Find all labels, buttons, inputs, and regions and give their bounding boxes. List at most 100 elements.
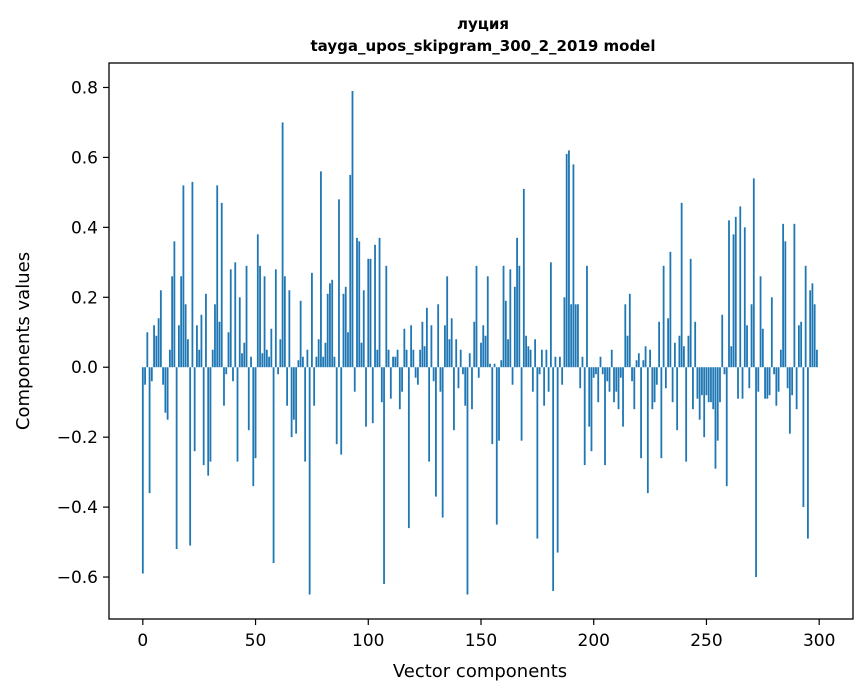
bar-166 bbox=[516, 237, 518, 368]
bar-131 bbox=[437, 304, 440, 368]
bar-266 bbox=[741, 367, 744, 399]
bar-278 bbox=[768, 367, 771, 396]
plot-frame bbox=[108, 62, 854, 620]
y-tick-label: 0.6 bbox=[71, 148, 98, 168]
bar-126 bbox=[425, 307, 428, 368]
bar-95 bbox=[356, 237, 358, 368]
bar-90 bbox=[344, 286, 347, 368]
bar-233 bbox=[667, 318, 670, 368]
bar-62 bbox=[281, 122, 284, 368]
bar-232 bbox=[664, 367, 667, 389]
bar-75 bbox=[311, 272, 313, 368]
bar-124 bbox=[421, 321, 424, 368]
bar-225 bbox=[649, 349, 651, 368]
bar-210 bbox=[615, 367, 618, 392]
bar-284 bbox=[782, 223, 785, 368]
bar-153 bbox=[486, 276, 489, 368]
bar-70 bbox=[299, 300, 302, 368]
bar-52 bbox=[259, 265, 261, 368]
bar-183 bbox=[554, 356, 557, 368]
bar-148 bbox=[475, 265, 478, 368]
bar-269 bbox=[748, 367, 751, 389]
bar-258 bbox=[723, 367, 726, 375]
bar-276 bbox=[764, 367, 766, 399]
x-axis: 0 50 100 150 200 250 300 bbox=[137, 619, 835, 651]
bar-298 bbox=[813, 304, 816, 368]
bar-129 bbox=[432, 367, 435, 382]
y-axis-label: Components values bbox=[13, 252, 34, 430]
bar-54 bbox=[263, 276, 266, 368]
bar-272 bbox=[755, 367, 757, 578]
bar-261 bbox=[730, 346, 733, 368]
bar-102 bbox=[371, 367, 374, 424]
bar-138 bbox=[453, 367, 455, 431]
bar-245 bbox=[694, 321, 697, 368]
bar-53 bbox=[261, 353, 264, 368]
bar-242 bbox=[687, 335, 690, 368]
bar-94 bbox=[353, 367, 356, 392]
bar-56 bbox=[268, 356, 270, 368]
bar-142 bbox=[462, 367, 464, 375]
bar-171 bbox=[527, 346, 530, 368]
bar-9 bbox=[162, 367, 165, 385]
bar-152 bbox=[484, 335, 487, 368]
bar-237 bbox=[676, 367, 679, 431]
bar-36 bbox=[223, 367, 225, 406]
bar-182 bbox=[552, 367, 555, 592]
bar-83 bbox=[329, 283, 331, 368]
bar-273 bbox=[757, 367, 760, 392]
bar-81 bbox=[324, 342, 327, 368]
bar-7 bbox=[157, 318, 160, 368]
bar-6 bbox=[155, 335, 158, 368]
bar-239 bbox=[680, 202, 683, 368]
bar-23 bbox=[193, 367, 196, 452]
bar-186 bbox=[561, 367, 564, 385]
bar-1 bbox=[144, 367, 146, 385]
bar-122 bbox=[416, 367, 419, 385]
bar-168 bbox=[520, 367, 523, 441]
bar-155 bbox=[491, 367, 494, 445]
bar-241 bbox=[685, 367, 688, 462]
x-axis-label: Vector components bbox=[393, 661, 567, 682]
bar-37 bbox=[225, 367, 228, 375]
bar-201 bbox=[595, 367, 597, 375]
x-tick-label: 300 bbox=[803, 631, 835, 651]
bar-215 bbox=[626, 335, 629, 368]
bar-82 bbox=[326, 293, 329, 368]
bar-177 bbox=[540, 349, 543, 368]
bar-224 bbox=[646, 367, 649, 494]
bar-292 bbox=[800, 321, 803, 368]
bar-156 bbox=[493, 363, 496, 368]
bar-50 bbox=[254, 367, 257, 459]
bar-179 bbox=[545, 349, 548, 368]
bar-24 bbox=[196, 325, 198, 368]
bar-35 bbox=[220, 202, 223, 368]
chart-title: луция bbox=[457, 15, 509, 33]
bar-149 bbox=[477, 367, 480, 378]
bar-195 bbox=[581, 356, 584, 368]
bar-150 bbox=[480, 342, 482, 368]
bar-87 bbox=[338, 199, 340, 368]
bar-71 bbox=[301, 356, 304, 368]
bar-97 bbox=[360, 342, 363, 368]
bar-92 bbox=[349, 174, 352, 368]
bar-238 bbox=[678, 335, 681, 368]
bar-108 bbox=[385, 265, 388, 368]
bar-127 bbox=[428, 367, 431, 462]
bar-199 bbox=[590, 367, 593, 452]
bar-3 bbox=[148, 367, 151, 494]
bar-147 bbox=[473, 321, 476, 368]
bar-218 bbox=[633, 367, 636, 410]
bar-248 bbox=[701, 367, 703, 396]
bar-38 bbox=[227, 332, 230, 368]
bar-29 bbox=[207, 367, 210, 476]
x-tick-label: 100 bbox=[352, 631, 384, 651]
bar-277 bbox=[766, 367, 769, 399]
bar-191 bbox=[572, 164, 575, 368]
bar-164 bbox=[511, 367, 514, 385]
bar-110 bbox=[389, 367, 392, 399]
bar-101 bbox=[369, 258, 372, 368]
bar-33 bbox=[216, 185, 219, 368]
bar-96 bbox=[358, 241, 361, 368]
bar-85 bbox=[333, 356, 336, 368]
